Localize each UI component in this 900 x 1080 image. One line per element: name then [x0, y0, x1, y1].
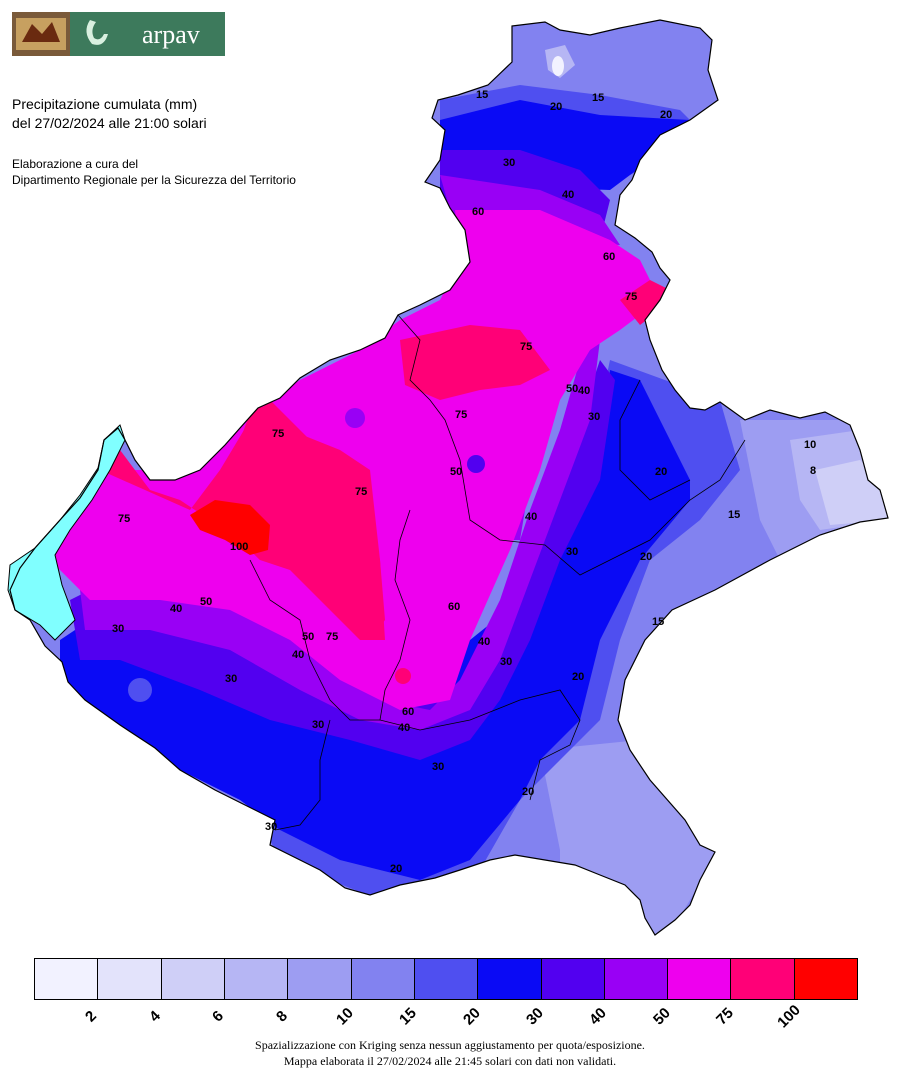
contour-label-20: 20 — [572, 671, 584, 683]
contour-label-30: 30 — [500, 656, 512, 668]
legend-tick-label: 2 — [82, 1007, 101, 1026]
map-date: del 27/02/2024 alle 21:00 solari — [12, 115, 207, 131]
legend-tick-label: 50 — [649, 1004, 674, 1029]
contour-label-15: 15 — [592, 92, 604, 104]
contour-label-100: 100 — [230, 541, 248, 553]
legend-tick-label: 30 — [523, 1004, 547, 1029]
credit-line-2: Dipartimento Regionale per la Sicurezza … — [12, 173, 296, 187]
legend-swatch — [35, 959, 99, 999]
contour-label-30: 30 — [265, 821, 277, 833]
contour-label-30: 30 — [112, 623, 124, 635]
contour-label-75: 75 — [272, 428, 284, 440]
logo-text: arpav — [142, 20, 200, 49]
contour-label-30: 30 — [503, 157, 515, 169]
contour-label-15: 15 — [728, 509, 740, 521]
contour-label-30: 30 — [312, 719, 324, 731]
legend-swatch — [288, 959, 352, 999]
legend-swatch — [351, 959, 415, 999]
legend-tick-label: 20 — [459, 1004, 484, 1029]
credit-line-1: Elaborazione a cura del — [12, 157, 139, 171]
contour-label-15: 15 — [476, 89, 488, 101]
contour-label-30: 30 — [225, 673, 237, 685]
contour-label-50: 50 — [200, 596, 212, 608]
contour-label-30: 30 — [432, 761, 444, 773]
legend-swatch — [224, 959, 289, 999]
contour-label-75: 75 — [326, 631, 338, 643]
contour-label-20: 20 — [655, 466, 667, 478]
legend-tick-label: 10 — [333, 1004, 357, 1029]
arpav-logo: arpav — [12, 12, 225, 56]
contour-label-40: 40 — [525, 511, 537, 523]
contour-label-20: 20 — [522, 786, 534, 798]
contour-label-75: 75 — [355, 486, 367, 498]
contour-label-30: 30 — [588, 411, 600, 423]
legend-tick-label: 6 — [209, 1007, 228, 1026]
legend-tick-label: 100 — [773, 1001, 804, 1032]
legend-swatch — [604, 959, 669, 999]
contour-label-50: 50 — [302, 631, 314, 643]
contour-label-20: 20 — [640, 551, 652, 563]
contour-label-20: 20 — [390, 863, 402, 875]
contour-label-40: 40 — [398, 722, 410, 734]
contour-label-40: 40 — [478, 636, 490, 648]
legend-tick-label: 40 — [586, 1004, 611, 1029]
contour-label-20: 20 — [660, 109, 672, 121]
precipitation-map: 15 20 30 40 60 60 75 75 75 75 100 50 40 … — [7, 19, 889, 936]
contour-label-75: 75 — [118, 513, 130, 525]
contour-label-60: 60 — [402, 706, 414, 718]
footer-method-note: Spazializzazione con Kriging senza nessu… — [255, 1038, 645, 1052]
contour-label-10: 10 — [804, 439, 816, 451]
contour-label-40: 40 — [170, 603, 182, 615]
contour-label-40: 40 — [562, 189, 574, 201]
footer-processing-note: Mappa elaborata il 27/02/2024 alle 21:45… — [283, 1054, 617, 1068]
legend-swatch — [414, 959, 479, 999]
contour-label-75: 75 — [625, 291, 637, 303]
legend-tick-label: 75 — [713, 1004, 738, 1029]
legend-swatch — [541, 959, 605, 999]
contour-label-75: 75 — [455, 409, 467, 421]
legend-tick-label: 4 — [145, 1007, 164, 1026]
map-title: Precipitazione cumulata (mm) — [12, 96, 198, 112]
legend-swatch — [731, 959, 795, 999]
legend-swatch — [668, 959, 732, 999]
legend-swatch — [794, 959, 858, 999]
legend-swatch — [161, 959, 225, 999]
legend-swatch — [478, 959, 542, 999]
contour-label-60: 60 — [472, 206, 484, 218]
contour-label-60: 60 — [448, 601, 460, 613]
legend-swatch — [98, 959, 162, 999]
contour-label-20: 20 — [550, 101, 562, 113]
legend-tick-label: 15 — [396, 1004, 421, 1029]
contour-label-50: 50 — [450, 466, 462, 478]
contour-label-15: 15 — [652, 616, 664, 628]
contour-label-60: 60 — [603, 251, 615, 263]
contour-label-40: 40 — [578, 385, 590, 397]
contour-label-40: 40 — [292, 649, 304, 661]
contour-label-8: 8 — [810, 465, 816, 477]
color-legend — [34, 958, 858, 1000]
legend-tick-label: 8 — [272, 1007, 291, 1026]
contour-label-75: 75 — [520, 341, 532, 353]
contour-label-50: 50 — [566, 383, 578, 395]
contour-label-30: 30 — [566, 546, 578, 558]
